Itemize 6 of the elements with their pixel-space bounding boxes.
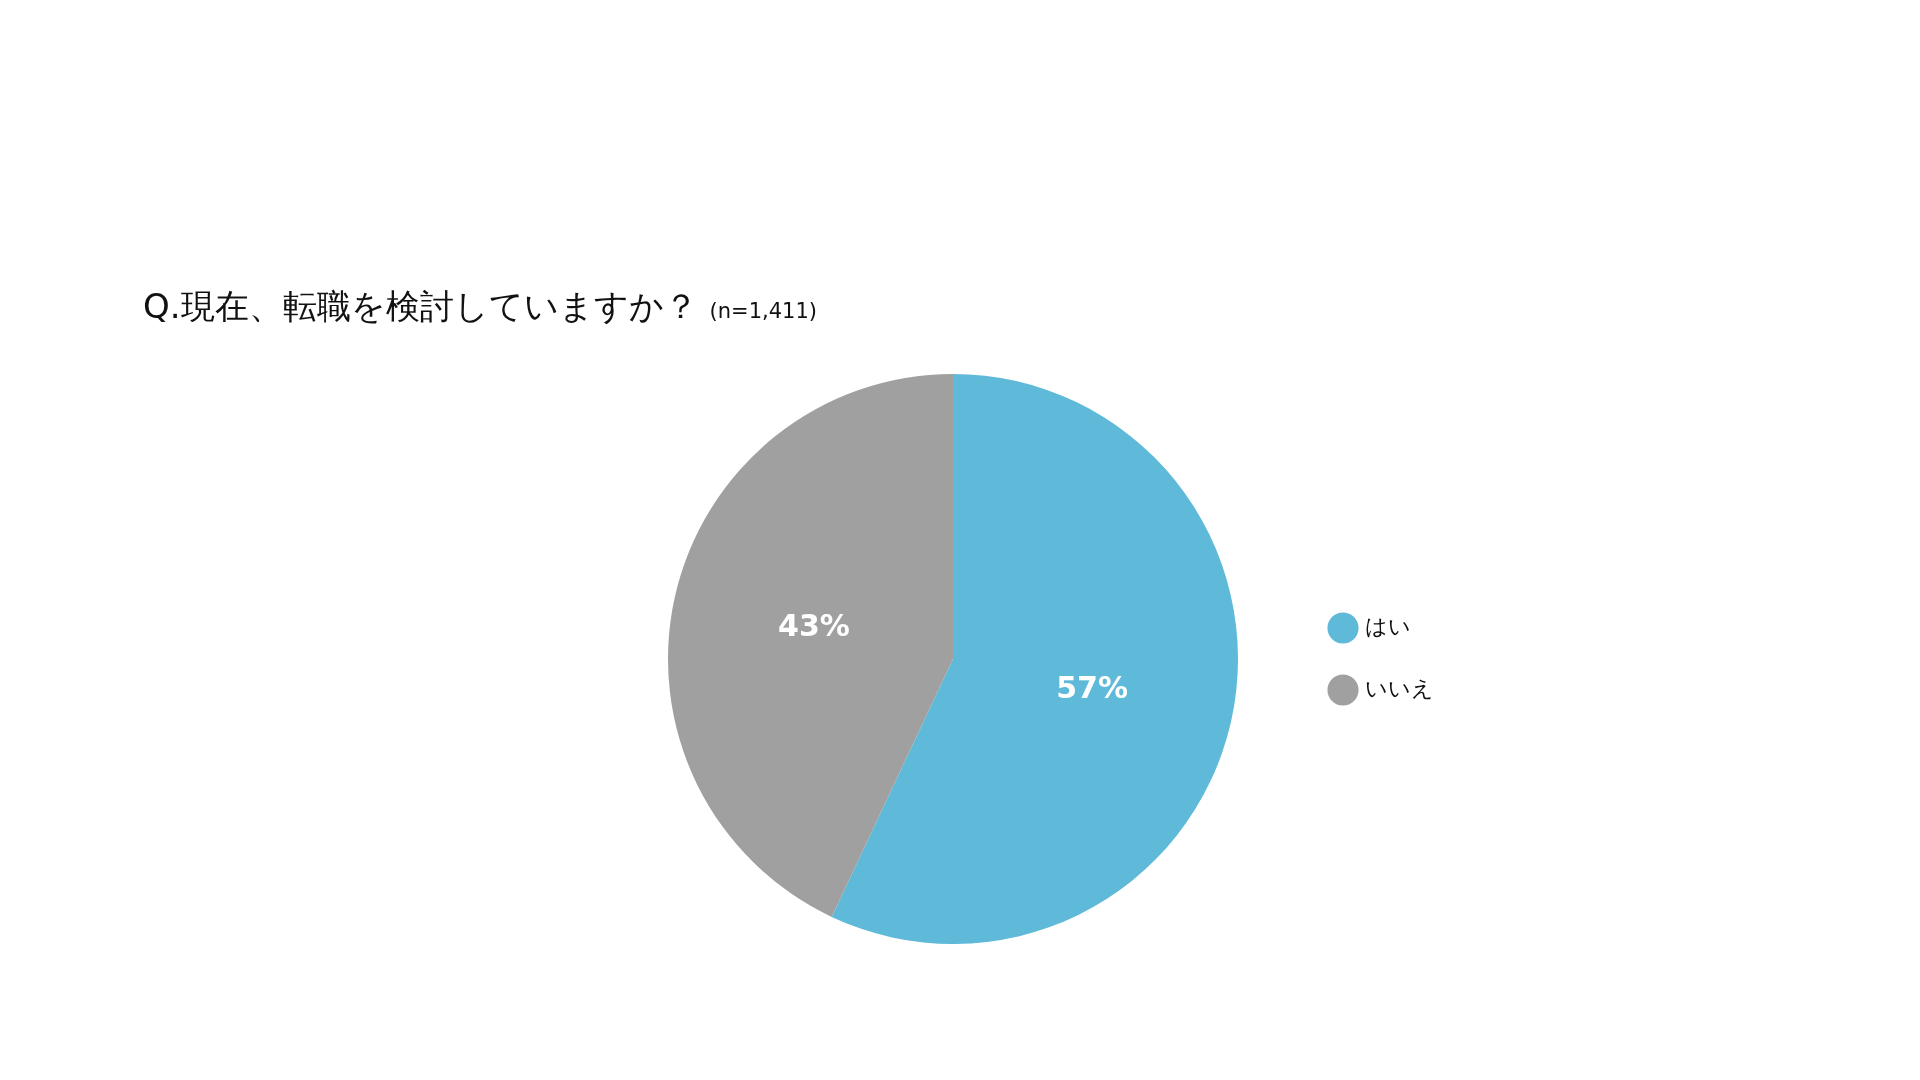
chart-title: Q.現在、転職を検討していますか？: [143, 286, 698, 326]
data-label: 57%: [1056, 669, 1128, 705]
legend-label: はい: [1365, 613, 1411, 639]
legend-label: いいえ: [1365, 675, 1434, 701]
chart-subtitle: (n=1,411): [709, 299, 817, 323]
data-label: 43%: [778, 607, 850, 643]
